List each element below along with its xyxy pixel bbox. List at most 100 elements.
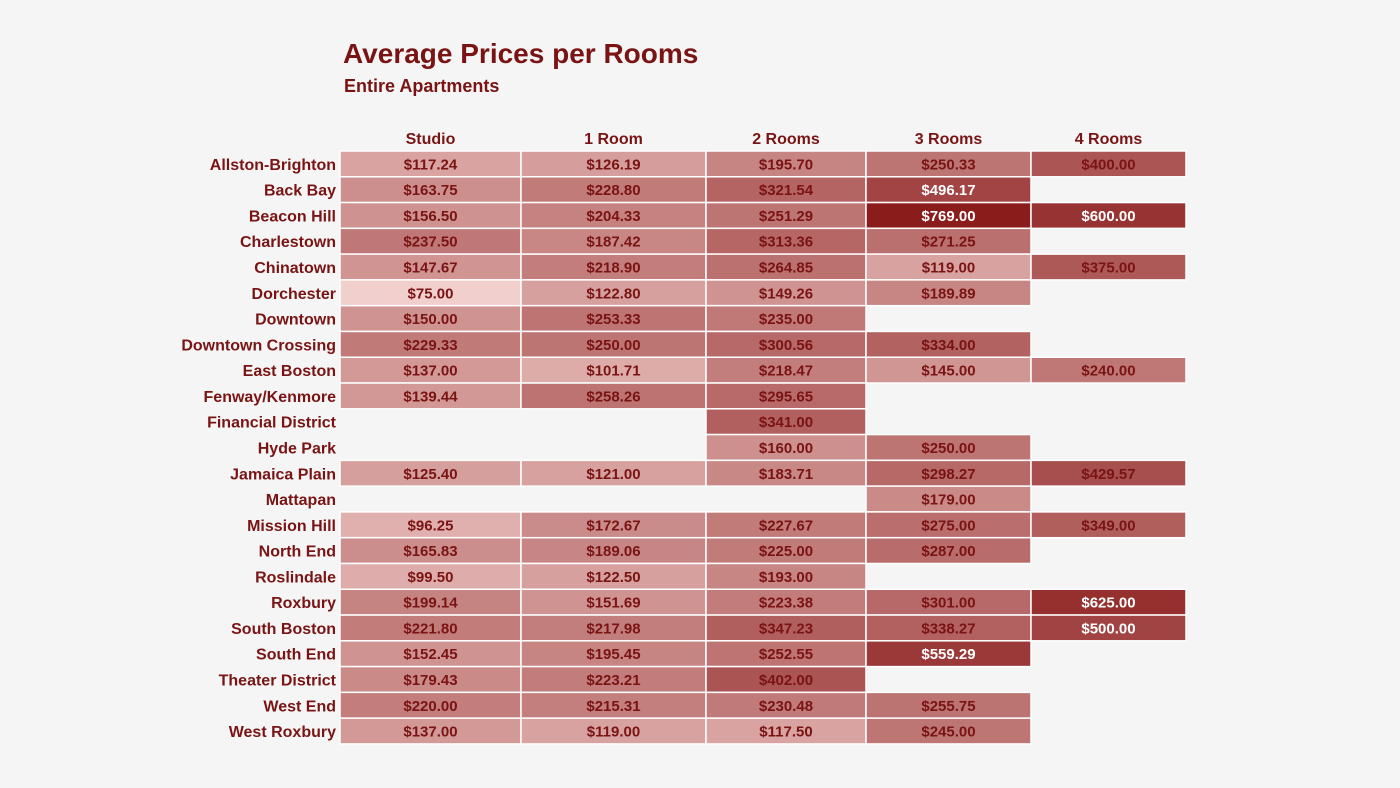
heatmap-cell <box>705 279 867 307</box>
heatmap-cell <box>705 536 867 565</box>
cell-value: $149.26 <box>759 285 813 302</box>
cell-value: $496.17 <box>921 182 975 199</box>
cell-value: $240.00 <box>1081 363 1135 380</box>
cell-value: $96.25 <box>408 517 454 534</box>
heatmap-cell <box>339 201 522 230</box>
cell-value: $341.00 <box>759 414 813 431</box>
cell-value: $179.43 <box>403 672 457 689</box>
heatmap-cell <box>339 382 522 410</box>
cell-value: $600.00 <box>1081 208 1135 225</box>
heatmap-cell <box>339 614 522 642</box>
cell-value: $264.85 <box>759 260 813 277</box>
row-label: Chinatown <box>254 260 336 277</box>
cell-value: $223.21 <box>586 672 640 689</box>
cell-value: $117.24 <box>404 156 458 173</box>
cell-value: $300.56 <box>759 337 813 354</box>
chart-title: Average Prices per Rooms <box>343 38 699 69</box>
column-header-2-rooms: 2 Rooms <box>752 131 820 148</box>
heatmap-cell <box>865 279 1032 307</box>
heatmap-cell <box>865 536 1032 565</box>
heatmap-cell <box>705 176 867 204</box>
column-header-1-room: 1 Room <box>584 131 643 148</box>
cell-value: $229.33 <box>403 337 457 354</box>
heatmap-cell <box>865 485 1032 513</box>
cell-value: $250.33 <box>921 156 975 173</box>
cell-value: $218.90 <box>586 260 640 277</box>
cell-value: $769.00 <box>921 208 975 225</box>
heatmap-cell <box>339 150 522 178</box>
cell-value: $139.44 <box>403 388 458 405</box>
heatmap-cell <box>520 588 707 616</box>
cell-value: $295.65 <box>759 388 813 405</box>
heatmap-cell <box>339 588 522 616</box>
row-label: Roslindale <box>255 569 336 586</box>
cell-value: $349.00 <box>1081 517 1135 534</box>
cell-value: $402.00 <box>759 672 813 689</box>
heatmap-cell <box>865 717 1032 745</box>
heatmap-cell <box>339 640 522 668</box>
cell-value: $151.69 <box>586 595 640 612</box>
cell-value: $429.57 <box>1081 466 1135 483</box>
row-label: Charlestown <box>240 234 336 251</box>
heatmap-cell <box>520 459 707 487</box>
cell-value: $195.70 <box>759 156 813 173</box>
cell-value: $225.00 <box>759 543 813 560</box>
row-label: North End <box>259 544 336 561</box>
heatmap-cell <box>520 562 707 591</box>
heatmap-cell <box>520 717 707 745</box>
cell-value: $301.00 <box>921 595 975 612</box>
cell-value: $625.00 <box>1081 595 1135 612</box>
chart-subtitle: Entire Apartments <box>344 76 500 96</box>
cell-value: $235.00 <box>759 311 813 328</box>
cell-value: $251.29 <box>759 208 813 225</box>
cell-value: $252.55 <box>759 646 813 663</box>
row-label: West Roxbury <box>229 724 336 741</box>
row-label: East Boston <box>243 363 336 380</box>
cell-value: $258.26 <box>586 388 640 405</box>
heatmap-cell <box>865 176 1032 204</box>
heatmap-cell <box>1030 614 1187 642</box>
heatmap-cell <box>705 330 867 358</box>
cell-value: $215.31 <box>586 698 640 715</box>
cell-value: $160.00 <box>759 440 813 457</box>
cell-value: $189.89 <box>921 285 975 302</box>
heatmap-cell <box>705 356 867 384</box>
cell-value: $152.45 <box>403 646 457 663</box>
cell-value: $119.00 <box>922 260 975 277</box>
cell-value: $217.98 <box>586 620 640 637</box>
row-label: Mattapan <box>266 492 336 509</box>
heatmap-cell <box>1030 459 1187 487</box>
row-label: Financial District <box>207 415 337 432</box>
heatmap-cell <box>520 227 707 255</box>
cell-value: $99.50 <box>408 569 454 586</box>
cell-value: $230.48 <box>759 698 813 715</box>
cell-value: $199.14 <box>403 595 458 612</box>
cell-value: $334.00 <box>921 337 975 354</box>
cell-value: $145.00 <box>921 363 975 380</box>
cell-value: $287.00 <box>921 543 975 560</box>
heatmap-cell <box>339 356 522 384</box>
heatmap-cell <box>865 253 1032 281</box>
cell-value: $121.00 <box>586 466 640 483</box>
cell-value: $125.40 <box>403 466 457 483</box>
cell-value: $223.38 <box>759 595 813 612</box>
heatmap-cells: $117.24 $126.19 $195.70 $250.33 $400.00 $163.… <box>339 150 1187 745</box>
cell-value: $119.00 <box>587 724 640 741</box>
cell-value: $250.00 <box>586 337 640 354</box>
heatmap-cell <box>1030 356 1187 384</box>
heatmap-cell <box>339 717 522 745</box>
cell-value: $245.00 <box>921 724 975 741</box>
heatmap-cell <box>705 227 867 255</box>
cell-value: $189.06 <box>586 543 640 560</box>
cell-value: $122.50 <box>586 569 640 586</box>
row-label: West End <box>263 698 336 715</box>
cell-value: $347.23 <box>759 620 813 637</box>
cell-value: $313.36 <box>759 234 813 251</box>
column-headers: Studio 1 Room 2 Rooms 3 Rooms 4 Rooms <box>406 131 1143 148</box>
cell-value: $101.71 <box>586 363 640 380</box>
cell-value: $227.67 <box>759 517 813 534</box>
row-label: Jamaica Plain <box>230 466 336 483</box>
cell-value: $375.00 <box>1081 260 1135 277</box>
row-labels: Allston-Brighton Back Bay Beacon Hill Charl… <box>181 157 336 741</box>
